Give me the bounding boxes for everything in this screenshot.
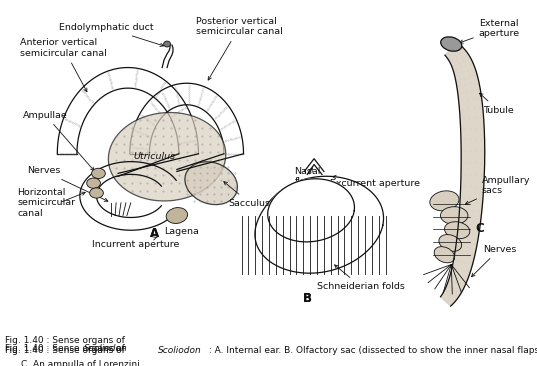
Ellipse shape bbox=[434, 247, 455, 263]
Ellipse shape bbox=[164, 41, 171, 47]
Text: Anterior vertical
semicircular canal: Anterior vertical semicircular canal bbox=[20, 38, 107, 92]
Text: Tubule: Tubule bbox=[480, 93, 513, 115]
Text: Fig. 1.40 : Sense organs of: Fig. 1.40 : Sense organs of bbox=[5, 346, 128, 355]
Text: Ampullae: Ampullae bbox=[23, 111, 94, 171]
Text: Nerves: Nerves bbox=[27, 167, 108, 201]
Text: Nasal
flap: Nasal flap bbox=[294, 167, 321, 186]
Text: Horizontal
semicircular
canal: Horizontal semicircular canal bbox=[17, 188, 75, 218]
Text: Fig. 1.40 : Sense organs of: Fig. 1.40 : Sense organs of bbox=[5, 344, 128, 353]
Text: Posterior vertical
semicircular canal: Posterior vertical semicircular canal bbox=[197, 17, 283, 80]
Text: : A. Internal ear. B. Olfactory sac (dissected to show the inner nasal flaps).: : A. Internal ear. B. Olfactory sac (dis… bbox=[206, 346, 537, 355]
Ellipse shape bbox=[86, 178, 100, 188]
Text: B: B bbox=[303, 292, 311, 305]
Ellipse shape bbox=[185, 162, 237, 205]
Ellipse shape bbox=[439, 235, 462, 251]
Text: External
aperture: External aperture bbox=[460, 19, 520, 43]
Text: Sacculus: Sacculus bbox=[224, 182, 271, 208]
Text: Ampullary
sacs: Ampullary sacs bbox=[466, 176, 530, 204]
Ellipse shape bbox=[430, 191, 459, 211]
Ellipse shape bbox=[445, 222, 470, 239]
Text: Endolymphatic duct: Endolymphatic duct bbox=[59, 23, 164, 46]
Text: C. An ampulla of Lorenzini: C. An ampulla of Lorenzini bbox=[21, 360, 140, 366]
Ellipse shape bbox=[441, 37, 462, 51]
Text: Schneiderian folds: Schneiderian folds bbox=[317, 265, 405, 291]
Polygon shape bbox=[440, 43, 485, 306]
Ellipse shape bbox=[440, 207, 468, 224]
Ellipse shape bbox=[108, 112, 226, 201]
Text: Scoliodon: Scoliodon bbox=[158, 346, 202, 355]
Text: Utriculus: Utriculus bbox=[133, 152, 176, 161]
Ellipse shape bbox=[166, 208, 187, 224]
Text: Excurrent aperture: Excurrent aperture bbox=[330, 175, 420, 188]
Polygon shape bbox=[268, 179, 354, 242]
Text: Fig. 1.40 : Sense organs of: Fig. 1.40 : Sense organs of bbox=[5, 336, 128, 345]
Ellipse shape bbox=[92, 168, 105, 179]
Text: Lagena: Lagena bbox=[164, 217, 199, 236]
Text: C: C bbox=[476, 222, 484, 235]
Text: B: B bbox=[303, 292, 311, 305]
Text: Nerves: Nerves bbox=[471, 245, 516, 277]
Text: A: A bbox=[150, 227, 159, 240]
Ellipse shape bbox=[90, 188, 103, 198]
Text: Scoliodon: Scoliodon bbox=[84, 344, 127, 353]
Text: Incurrent aperture: Incurrent aperture bbox=[92, 237, 179, 249]
Text: A: A bbox=[150, 227, 159, 240]
Polygon shape bbox=[255, 176, 383, 273]
